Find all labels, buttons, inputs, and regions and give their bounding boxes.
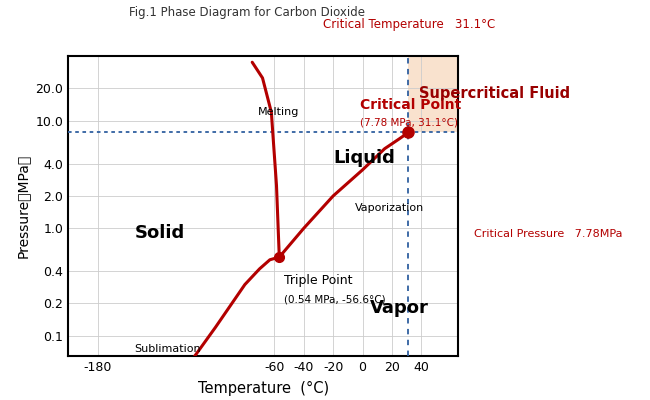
Text: Solid: Solid xyxy=(135,224,185,242)
Text: Vaporization: Vaporization xyxy=(356,203,424,213)
Text: (7.78 MPa, 31.1°C): (7.78 MPa, 31.1°C) xyxy=(359,117,458,127)
Text: Melting: Melting xyxy=(258,107,300,117)
X-axis label: Temperature  (°C): Temperature (°C) xyxy=(198,381,329,396)
Text: Liquid: Liquid xyxy=(333,149,395,167)
Text: Supercritical Fluid: Supercritical Fluid xyxy=(419,86,569,101)
Text: (0.54 MPa, -56.6°C): (0.54 MPa, -56.6°C) xyxy=(283,295,385,305)
Bar xyxy=(408,56,458,132)
Text: Critical Point: Critical Point xyxy=(359,98,461,112)
Text: Sublimation: Sublimation xyxy=(135,344,201,354)
Text: Triple Point: Triple Point xyxy=(283,274,352,288)
Text: Vapor: Vapor xyxy=(370,300,429,318)
Text: Fig.1 Phase Diagram for Carbon Dioxide: Fig.1 Phase Diagram for Carbon Dioxide xyxy=(129,6,365,19)
Text: Critical Pressure   7.78MPa: Critical Pressure 7.78MPa xyxy=(474,229,623,239)
Y-axis label: Pressure（MPa）: Pressure（MPa） xyxy=(16,154,30,258)
Text: Critical Temperature   31.1°C: Critical Temperature 31.1°C xyxy=(324,18,495,31)
